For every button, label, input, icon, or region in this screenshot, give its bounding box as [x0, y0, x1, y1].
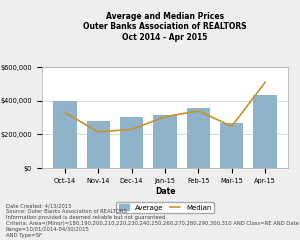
Text: Date Created: 4/13/2015
Source: Outer Banks Association of REALTORS
Information : Date Created: 4/13/2015 Source: Outer Ba… — [6, 204, 299, 238]
Bar — [153, 115, 177, 168]
Bar — [187, 108, 210, 168]
Text: Average and Median Prices
Outer Banks Association of REALTORS
Oct 2014 - Apr 201: Average and Median Prices Outer Banks As… — [83, 12, 247, 42]
Legend: Average, Median: Average, Median — [116, 202, 214, 213]
Bar — [254, 95, 277, 168]
Bar — [220, 123, 243, 168]
Bar — [120, 117, 143, 168]
Bar — [87, 121, 110, 168]
X-axis label: Date: Date — [155, 186, 175, 196]
Bar — [53, 101, 76, 168]
